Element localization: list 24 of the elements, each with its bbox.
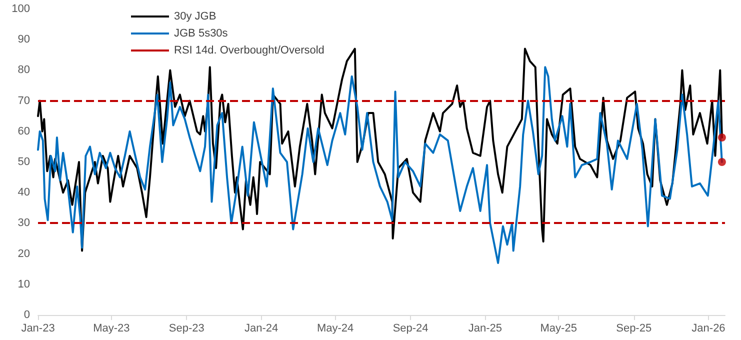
- x-tick-label: Sep-24: [392, 322, 428, 334]
- y-tick-label: 100: [12, 3, 30, 15]
- x-tick-label: May-25: [540, 322, 577, 334]
- x-tick-label: May-24: [316, 322, 354, 334]
- y-tick-label: 20: [18, 248, 30, 260]
- x-tick-label: Jan-25: [468, 322, 502, 334]
- y-tick-label: 40: [18, 186, 30, 199]
- x-tick-label: Sep-25: [616, 322, 652, 334]
- x-tick-label: Sep-23: [168, 322, 204, 334]
- x-tick-label: Jan-23: [21, 322, 55, 334]
- y-tick-label: 50: [18, 156, 30, 168]
- y-tick-label: 80: [18, 64, 30, 76]
- x-tick-label: Jan-26: [692, 322, 726, 334]
- y-tick-label: 30: [18, 217, 30, 230]
- y-tick-label: 10: [18, 278, 30, 290]
- y-tick-label: 90: [18, 34, 30, 46]
- x-tick-label: May-23: [93, 322, 130, 334]
- x-tick-label: Jan-24: [244, 322, 278, 334]
- legend-label: JGB 5s30s: [174, 28, 228, 40]
- y-tick-label: 60: [18, 125, 30, 138]
- legend-label: 30y JGB: [174, 10, 216, 22]
- legend-label: RSI 14d. Overbought/Oversold: [174, 44, 324, 56]
- y-tick-label: 0: [24, 309, 30, 321]
- y-tick-label: 70: [18, 94, 30, 107]
